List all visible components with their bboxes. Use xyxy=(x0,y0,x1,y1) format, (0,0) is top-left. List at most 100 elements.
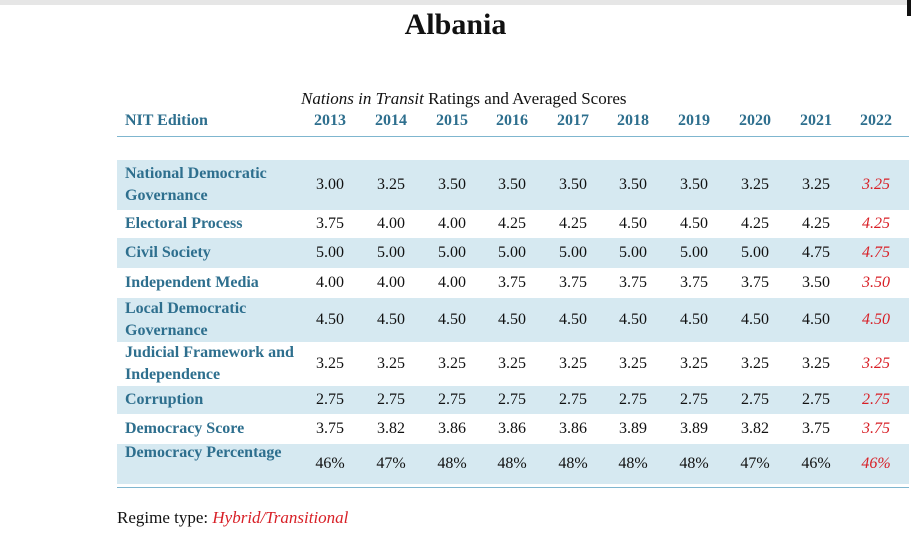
table-row: Democracy Percentage 46% 47% 48% 48% 48% 48% 48… xyxy=(117,444,909,484)
table-cell: 3.25 xyxy=(498,355,526,372)
row-label: Electoral Process xyxy=(125,215,243,232)
table-cell: 3.25 xyxy=(802,355,830,372)
table-cell: 3.75 xyxy=(802,420,830,437)
table-cell: 4.00 xyxy=(316,274,344,291)
table-cell: 48% xyxy=(437,455,467,472)
table-cell: 3.89 xyxy=(680,420,708,437)
nit-edition-header: NIT Edition xyxy=(125,112,208,129)
table-cell: 3.86 xyxy=(498,420,526,437)
year-header-2021: 2021 xyxy=(800,112,832,129)
table-cell: 46% xyxy=(861,455,891,472)
table-cell: 46% xyxy=(315,455,345,472)
table-cell: 2.75 xyxy=(680,391,708,408)
table-cell: 4.50 xyxy=(438,311,466,328)
table-cell: 3.25 xyxy=(741,355,769,372)
table-cell: 3.50 xyxy=(438,176,466,193)
table-cell: 3.25 xyxy=(741,176,769,193)
table-row: Local Democratic Governance 4.50 4.50 4.50 4… xyxy=(117,298,909,342)
table-cell: 48% xyxy=(558,455,588,472)
table-cell: 4.50 xyxy=(680,215,708,232)
table-cell: 4.25 xyxy=(862,215,890,232)
table-cell: 2.75 xyxy=(802,391,830,408)
table-cell: 3.75 xyxy=(862,420,890,437)
table-cell: 4.25 xyxy=(559,215,587,232)
table-cell: 48% xyxy=(497,455,527,472)
table-row: Electoral Process 3.75 4.00 4.00 4.25 4.25 4.5… xyxy=(117,210,909,238)
table-cell: 46% xyxy=(801,455,831,472)
table-cell: 3.25 xyxy=(559,355,587,372)
table-cell: 3.25 xyxy=(316,355,344,372)
table-cell: 5.00 xyxy=(377,244,405,261)
table-cell: 3.75 xyxy=(559,274,587,291)
caption-italic: Nations in Transit xyxy=(301,89,424,108)
table-cell: 3.50 xyxy=(619,176,647,193)
table-row: Democracy Score 3.75 3.82 3.86 3.86 3.86 3.89 3… xyxy=(117,414,909,444)
table-row: Independent Media 4.00 4.00 4.00 3.75 3.75 3.7… xyxy=(117,268,909,298)
regime-type: Regime type: Hybrid/Transitional xyxy=(117,508,348,528)
table-cell: 4.50 xyxy=(316,311,344,328)
table-cell: 3.25 xyxy=(862,355,890,372)
table-cell: 4.50 xyxy=(619,215,647,232)
year-header-2022: 2022 xyxy=(860,112,892,129)
table-cell: 47% xyxy=(740,455,770,472)
table-cell: 2.75 xyxy=(741,391,769,408)
table-cell: 2.75 xyxy=(862,391,890,408)
table-cell: 4.50 xyxy=(802,311,830,328)
table-cell: 4.00 xyxy=(377,274,405,291)
table-cell: 3.75 xyxy=(741,274,769,291)
regime-label: Regime type: xyxy=(117,508,213,527)
year-header-2013: 2013 xyxy=(314,112,346,129)
table-bottom-divider xyxy=(117,487,909,488)
table-cell: 3.25 xyxy=(377,176,405,193)
table-cell: 4.75 xyxy=(862,244,890,261)
table-row: Corruption 2.75 2.75 2.75 2.75 2.75 2.75 2.75 2.… xyxy=(117,386,909,414)
table-cell: 3.82 xyxy=(741,420,769,437)
table-cell: 48% xyxy=(679,455,709,472)
table-cell: 3.00 xyxy=(316,176,344,193)
table-row: Judicial Framework and Independence 3.25 3… xyxy=(117,342,909,386)
table-cell: 3.50 xyxy=(680,176,708,193)
year-header-2014: 2014 xyxy=(375,112,407,129)
table-cell: 3.89 xyxy=(619,420,647,437)
year-header-2019: 2019 xyxy=(678,112,710,129)
table-cell: 4.25 xyxy=(802,215,830,232)
table-cell: 4.25 xyxy=(741,215,769,232)
table-cell: 3.75 xyxy=(680,274,708,291)
table-cell: 4.75 xyxy=(802,244,830,261)
table-cell: 3.82 xyxy=(377,420,405,437)
table-cell: 4.50 xyxy=(619,311,647,328)
table-cell: 2.75 xyxy=(619,391,647,408)
table-cell: 5.00 xyxy=(559,244,587,261)
table-cell: 5.00 xyxy=(741,244,769,261)
table-cell: 2.75 xyxy=(559,391,587,408)
row-label: Democracy Percentage xyxy=(125,444,282,461)
table-cell: 2.75 xyxy=(316,391,344,408)
table-cell: 5.00 xyxy=(316,244,344,261)
table-cell: 4.00 xyxy=(377,215,405,232)
table-cell: 4.00 xyxy=(438,274,466,291)
top-border xyxy=(0,0,911,5)
table-caption: Nations in Transit Ratings and Averaged … xyxy=(301,89,627,109)
table-cell: 4.50 xyxy=(741,311,769,328)
table-cell: 2.75 xyxy=(498,391,526,408)
table-cell: 2.75 xyxy=(377,391,405,408)
table-row: National Democratic Governance 3.00 3.25 3.… xyxy=(117,160,909,210)
caption-rest: Ratings and Averaged Scores xyxy=(423,89,627,108)
table-cell: 4.50 xyxy=(559,311,587,328)
table-cell: 5.00 xyxy=(619,244,647,261)
table-cell: 3.86 xyxy=(559,420,587,437)
year-header-2015: 2015 xyxy=(436,112,468,129)
table-cell: 5.00 xyxy=(498,244,526,261)
year-header-2018: 2018 xyxy=(617,112,649,129)
table-cell: 3.75 xyxy=(619,274,647,291)
table-cell: 4.00 xyxy=(438,215,466,232)
table-cell: 3.50 xyxy=(559,176,587,193)
table-header: NIT Edition 2013 2014 2015 2016 2017 2018 2019… xyxy=(117,110,909,134)
table-cell: 5.00 xyxy=(438,244,466,261)
row-label: Independent Media xyxy=(125,274,259,291)
window-edge-marker xyxy=(907,0,911,16)
row-label: National Democratic Governance xyxy=(125,165,267,204)
row-label: Democracy Score xyxy=(125,420,245,437)
table-cell: 2.75 xyxy=(438,391,466,408)
table-cell: 4.50 xyxy=(498,311,526,328)
